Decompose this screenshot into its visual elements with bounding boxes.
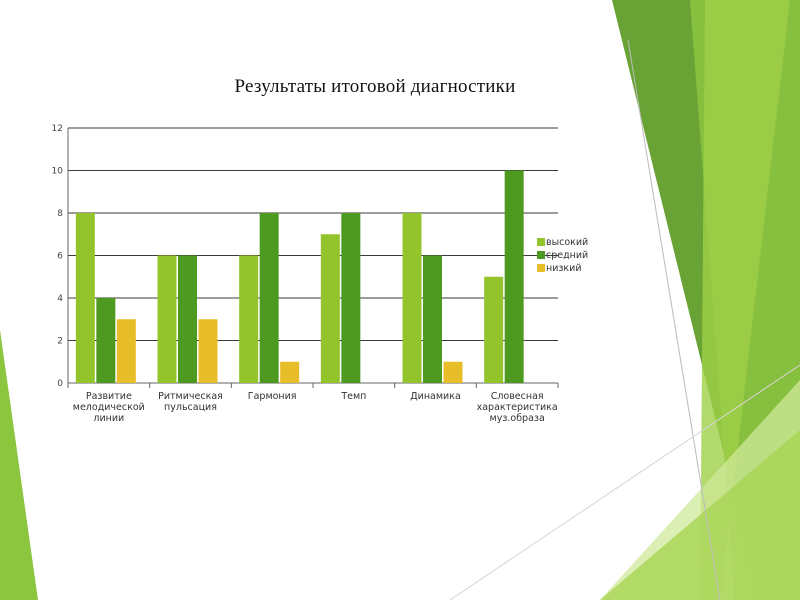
bar-низкий xyxy=(198,319,218,383)
category-label: линии xyxy=(93,413,124,424)
y-tick-label: 0 xyxy=(57,379,63,389)
bars xyxy=(75,170,524,383)
bar-высокий xyxy=(484,276,504,383)
left-green-shape xyxy=(0,330,38,600)
bar-высокий xyxy=(75,213,95,383)
category-label: Темп xyxy=(340,391,366,402)
right-bright-shape xyxy=(700,0,790,600)
decor-line-2 xyxy=(449,364,800,600)
decor-line xyxy=(627,39,721,600)
bar-высокий xyxy=(239,255,259,383)
legend-swatch xyxy=(537,251,545,259)
slide-title: Результаты итоговой диагностики xyxy=(234,76,516,97)
y-tick-label: 12 xyxy=(52,124,63,134)
bar-средний xyxy=(504,170,524,383)
bar-средний xyxy=(178,255,197,383)
bar-средний xyxy=(96,298,116,383)
category-label: Ритмическая xyxy=(158,391,223,402)
bottom-mid-shape xyxy=(600,430,800,600)
bar-средний xyxy=(423,255,442,383)
category-label: Гармония xyxy=(248,391,297,402)
legend: высокий средний низкий xyxy=(537,237,588,274)
bar-средний xyxy=(341,213,361,383)
bar-низкий xyxy=(443,361,463,383)
legend-swatch xyxy=(537,264,545,272)
category-label: характеристика xyxy=(477,402,558,413)
category-label: Словесная xyxy=(491,391,544,402)
y-tick-label: 4 xyxy=(57,294,63,304)
legend-label: низкий xyxy=(546,263,582,274)
y-tick-label: 6 xyxy=(57,252,63,262)
bar-средний xyxy=(259,213,279,383)
y-tick-label: 10 xyxy=(52,167,64,177)
bar-высокий xyxy=(320,234,340,383)
bar-высокий xyxy=(157,255,177,383)
category-label: пульсация xyxy=(164,402,217,413)
bar-низкий xyxy=(280,361,300,383)
category-label: Динамика xyxy=(410,391,461,402)
legend-label: высокий xyxy=(546,237,588,248)
category-label: муз.образа xyxy=(490,413,545,424)
y-tick-label: 2 xyxy=(57,337,63,347)
category-label: Развитие xyxy=(86,391,132,402)
legend-label: средний xyxy=(546,250,588,261)
category-label: мелодической xyxy=(73,402,145,413)
legend-swatch xyxy=(537,238,545,246)
bar-высокий xyxy=(402,213,422,383)
bar-низкий xyxy=(116,319,136,383)
y-tick-label: 8 xyxy=(57,209,63,219)
axes xyxy=(67,128,559,388)
